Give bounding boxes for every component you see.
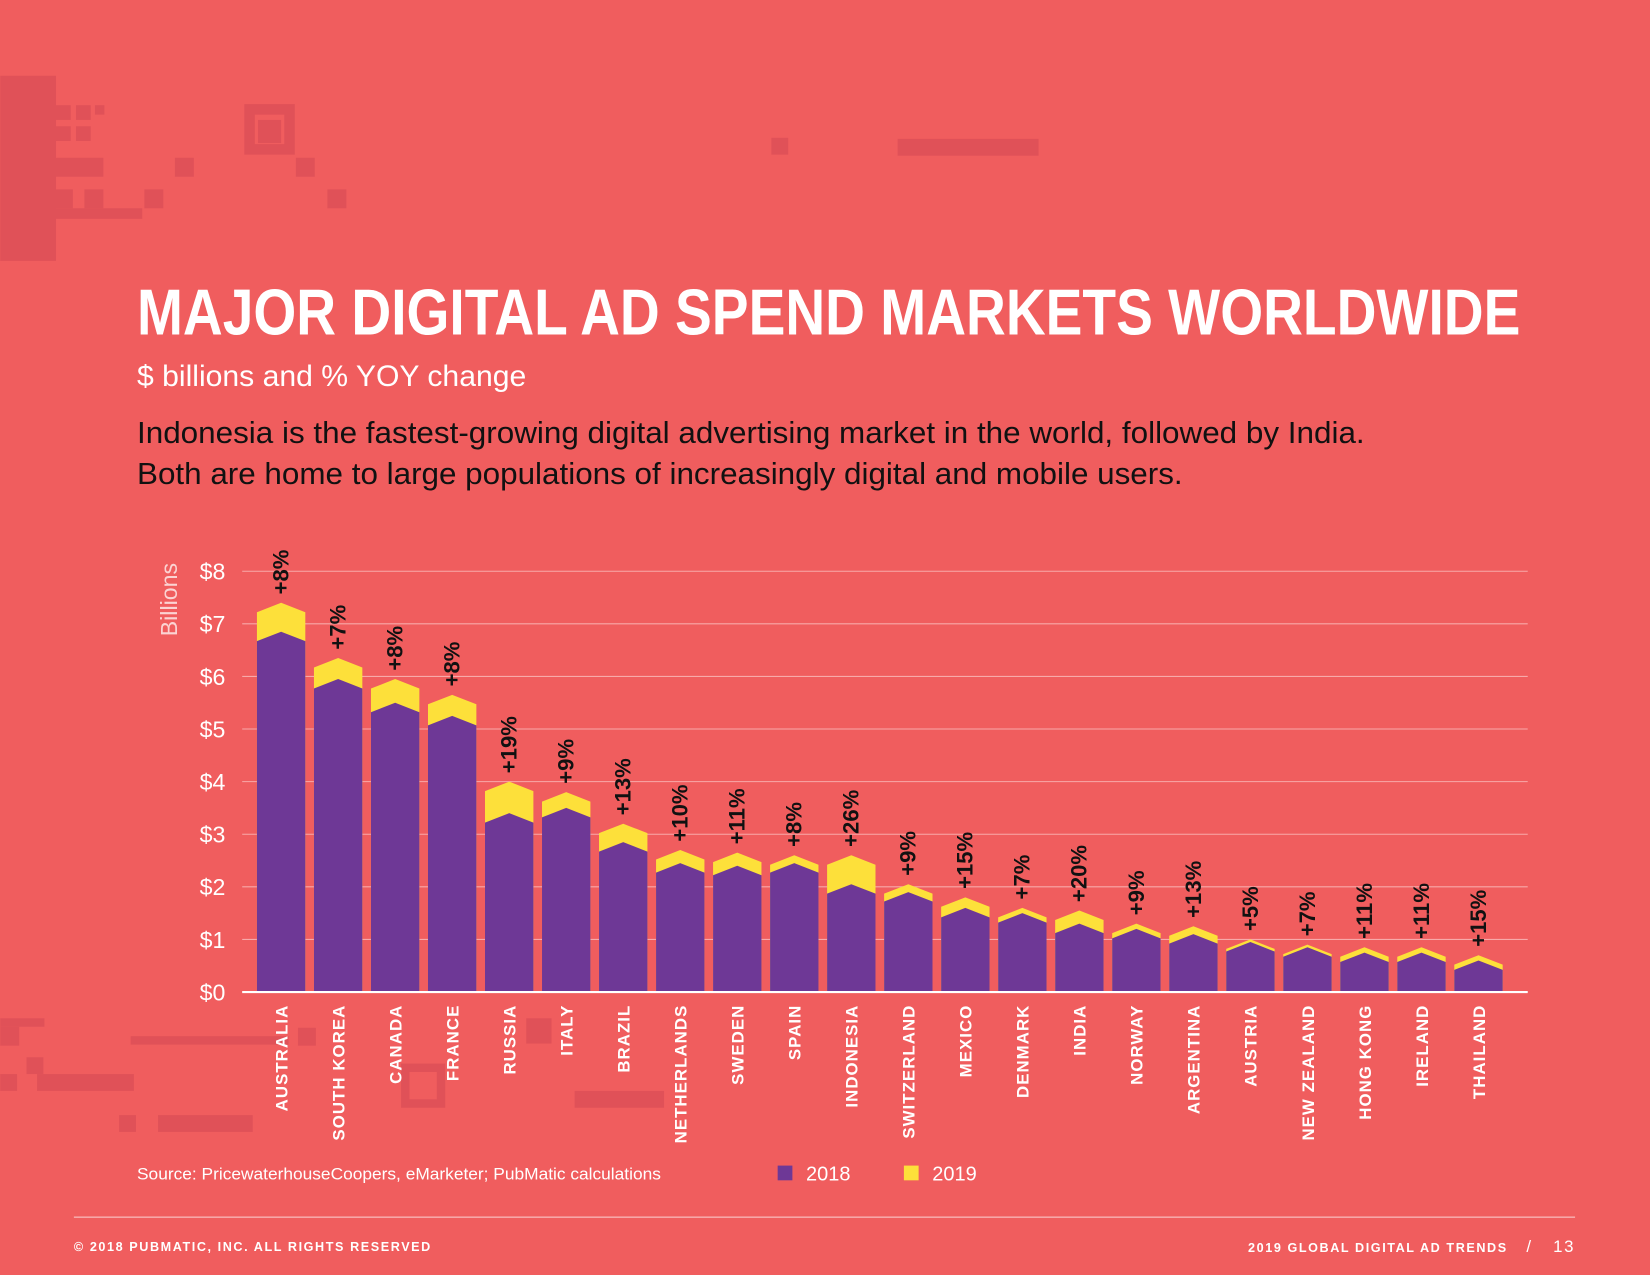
y-tick-label: $4 <box>200 769 226 795</box>
footer-right: 2019 GLOBAL DIGITAL AD TRENDS <box>1248 1241 1508 1255</box>
y-tick-label: $2 <box>200 874 226 900</box>
change-label: +15% <box>1466 889 1491 946</box>
y-tick-label: $6 <box>200 664 226 690</box>
change-label: +7% <box>1295 891 1320 936</box>
change-label: +10% <box>668 784 693 841</box>
change-label: +11% <box>1409 883 1434 939</box>
bar <box>1055 923 1104 993</box>
change-label: +9% <box>1124 870 1149 915</box>
y-tick-label: $1 <box>200 927 226 953</box>
bar <box>313 679 363 993</box>
footer-left: © 2018 PUBMATIC, INC. ALL RIGHTS RESERVE… <box>74 1240 432 1254</box>
decoration <box>0 75 1039 1132</box>
x-tick-label: ITALY <box>558 1005 577 1056</box>
x-tick-label: NEW ZEALAND <box>1299 1005 1318 1141</box>
x-tick-label: HONG KONG <box>1356 1005 1375 1120</box>
y-tick-label: $0 <box>200 979 226 1005</box>
bar <box>485 813 534 993</box>
bar <box>941 907 990 993</box>
change-label: +8% <box>383 625 408 670</box>
decoration-frames <box>244 104 446 1108</box>
bar <box>827 884 876 993</box>
change-label: +8% <box>782 802 807 847</box>
change-label: +13% <box>611 758 636 815</box>
x-tick-label: SPAIN <box>786 1005 805 1060</box>
bar <box>884 892 933 993</box>
bar <box>1169 934 1218 993</box>
change-label: +11% <box>725 788 750 844</box>
bar <box>656 863 705 993</box>
x-tick-label: NORWAY <box>1128 1005 1147 1085</box>
x-tick-label: ARGENTINA <box>1185 1005 1204 1114</box>
x-tick-label: INDIA <box>1071 1005 1090 1056</box>
bar <box>370 702 420 993</box>
description: Both are home to large populations of in… <box>137 457 1183 491</box>
change-label: +20% <box>1067 845 1092 902</box>
x-tick-label: AUSTRALIA <box>272 1005 291 1112</box>
x-tick-label: SWEDEN <box>729 1005 748 1085</box>
bar <box>1340 952 1389 993</box>
legend-swatch <box>903 1165 919 1181</box>
bar <box>599 842 648 993</box>
y-tick-label: $8 <box>200 559 226 585</box>
x-tick-label: THAILAND <box>1470 1005 1489 1099</box>
title: MAJOR DIGITAL AD SPEND MARKETS WORLDWIDE <box>137 276 1520 349</box>
change-label: +5% <box>1238 886 1263 931</box>
bar <box>1112 928 1161 993</box>
y-tick-label: $5 <box>200 716 226 742</box>
legend-swatch <box>777 1165 793 1181</box>
legend-label: 2019 <box>932 1163 976 1185</box>
bar <box>713 865 762 993</box>
x-tick-label: IRELAND <box>1413 1005 1432 1087</box>
x-tick-label: SOUTH KOREA <box>329 1005 348 1141</box>
x-tick-label: RUSSIA <box>501 1005 520 1075</box>
change-label: +7% <box>326 604 351 649</box>
x-tick-label: INDONESIA <box>843 1005 862 1108</box>
y-tick-label: $3 <box>200 822 226 848</box>
bar <box>1226 942 1275 993</box>
x-tick-label: NETHERLANDS <box>672 1005 691 1144</box>
change-label: +7% <box>1010 854 1035 899</box>
change-label: +8% <box>268 549 293 594</box>
bar <box>770 863 819 993</box>
x-tick-label: MEXICO <box>957 1005 976 1078</box>
change-label: +11% <box>1352 883 1377 939</box>
change-label: +26% <box>839 789 864 846</box>
bar <box>542 807 591 993</box>
change-label: +9% <box>554 739 579 784</box>
x-tick-label: CANADA <box>386 1005 405 1084</box>
change-label: +8% <box>440 641 465 686</box>
x-tick-label: SWITZERLAND <box>900 1005 919 1139</box>
footer-separator: / <box>1526 1237 1531 1256</box>
bar <box>998 913 1047 993</box>
legend-label: 2018 <box>806 1163 850 1185</box>
change-label: +15% <box>953 831 978 888</box>
description: Indonesia is the fastest-growing digital… <box>137 416 1365 450</box>
subtitle: $ billions and % YOY change <box>137 360 526 393</box>
x-tick-label: AUSTRIA <box>1242 1005 1261 1087</box>
change-label: +13% <box>1181 860 1206 917</box>
y-axis-label: Billions <box>156 563 182 636</box>
y-tick-label: $7 <box>200 611 226 637</box>
x-tick-label: BRAZIL <box>615 1005 634 1073</box>
bar <box>1283 947 1332 993</box>
bar <box>427 715 477 993</box>
bar <box>256 631 306 993</box>
decoration <box>257 119 282 144</box>
change-label: +19% <box>497 716 522 773</box>
x-tick-label: DENMARK <box>1014 1005 1033 1098</box>
bar <box>1397 952 1446 993</box>
source: Source: PricewaterhouseCoopers, eMarkete… <box>137 1164 661 1183</box>
bar <box>1454 960 1503 993</box>
x-tick-label: FRANCE <box>443 1005 462 1081</box>
change-label: +9% <box>896 831 921 876</box>
page-number: 13 <box>1553 1237 1575 1256</box>
